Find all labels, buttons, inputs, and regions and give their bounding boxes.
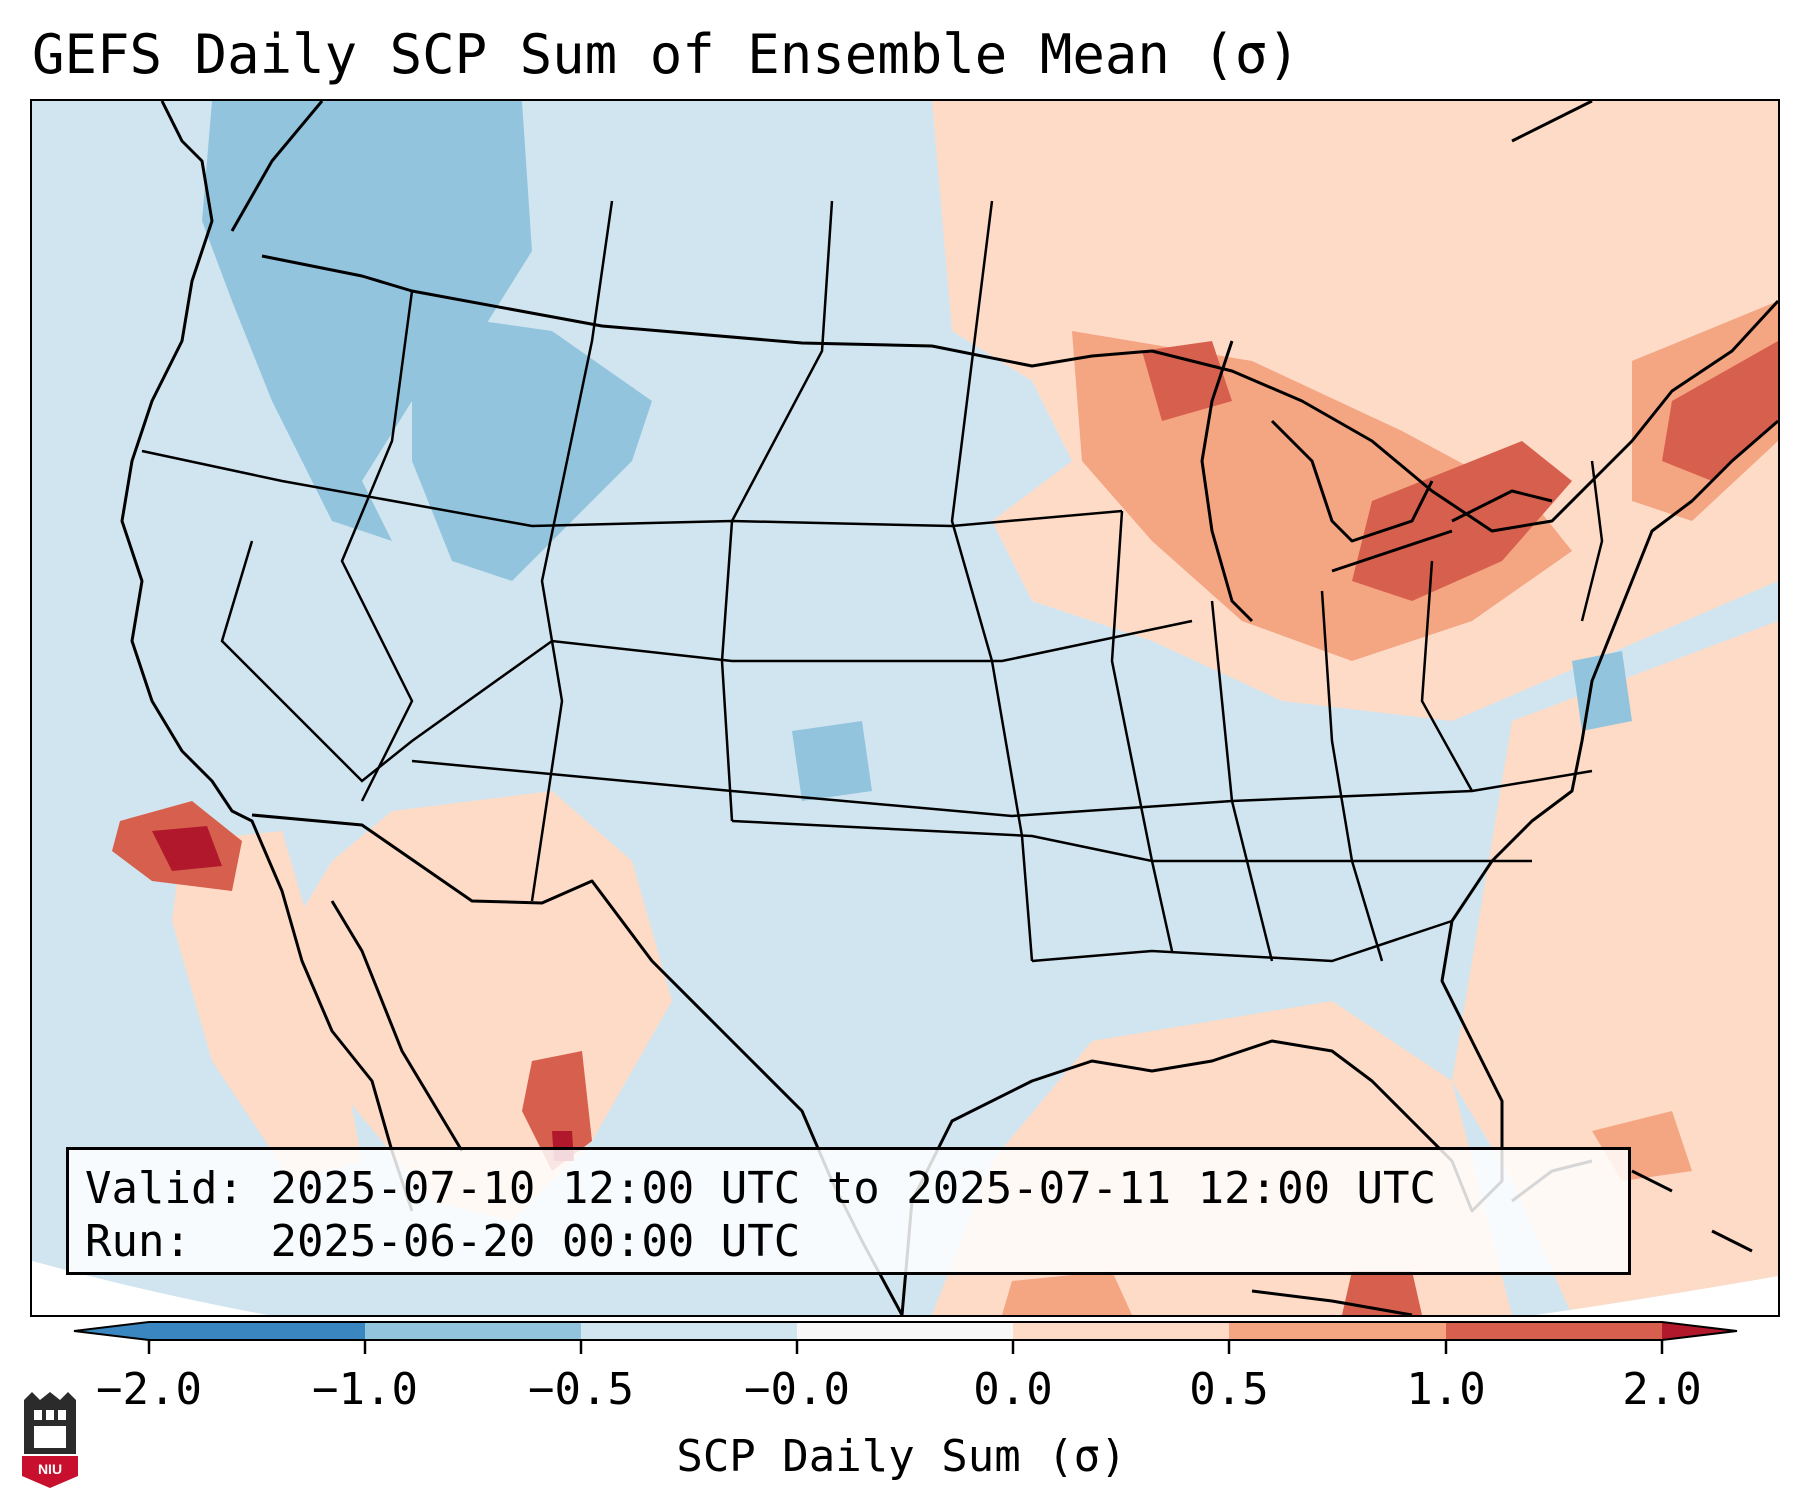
state-line-row-1 [141,449,1123,528]
cuba-coast [1251,1289,1413,1315]
state-line-col-8 [1420,560,1474,792]
state-line-col-1 [340,290,414,802]
state-line-row-2 [220,540,1193,783]
colorbar-tick-label: 0.5 [1189,1364,1269,1415]
upper-michigan-strong-region [1142,341,1232,421]
pacific-coastline [120,101,414,1212]
state-line-row-5 [1031,919,1453,963]
state-line-row-3 [411,759,1593,818]
map-title: GEFS Daily SCP Sum of Ensemble Mean (σ) [32,23,1300,86]
colorbar-segment [581,1322,797,1340]
colorbar-segments [74,1322,1737,1340]
run-time: 2025-06-20 00:00 UTC [270,1216,801,1267]
hudson-coast [1511,101,1593,143]
niu-logo: NIU [22,1392,78,1488]
valid-label: Valid: [85,1163,244,1214]
colorbar-segment [1446,1322,1662,1340]
state-lines-layer [141,200,1604,963]
off-globe-region [32,1261,268,1315]
state-line-col-7 [1320,590,1384,962]
logo-text: NIU [38,1461,62,1477]
colorbar-label: SCP Daily Sum (σ) [676,1431,1127,1482]
positive-anomaly-layer [112,101,1778,1315]
baja-coastline [330,900,464,1152]
california-coast-peak-region [152,826,222,871]
colorbar-tick-label: 2.0 [1622,1364,1702,1415]
lake-huron-coast [1270,419,1434,543]
colorbar-tick-marks [147,1340,1664,1354]
valid-run-info-box: Valid: 2025-07-10 12:00 UTC to 2025-07-1… [66,1147,1631,1275]
valid-time-range: 2025-07-10 12:00 UTC to 2025-07-11 12:00… [270,1163,1437,1214]
colorbar-segment [365,1322,581,1340]
puget-coast [230,101,324,232]
idaho-montana-negative-region [412,311,652,581]
pacific-northwest-negative-region [202,101,532,541]
colorbar-tick-label: −2.0 [96,1364,202,1415]
kansas-negative-region [792,721,872,801]
cuba-positive-region [1342,1271,1422,1315]
us-canada-border [261,254,1778,533]
negative-anomaly-layer [202,101,1632,801]
state-line-col-2 [530,200,614,902]
state-line-col-6 [1210,600,1274,962]
lake-ontario-strong-region [1352,441,1572,601]
state-line-col-4 [950,200,1034,962]
lake-ontario-coast [1451,489,1553,523]
state-line-col-3 [720,200,834,822]
colorbar-segment [797,1322,1013,1340]
colorbar-tick-label: 0.0 [973,1364,1053,1415]
logo-shield-base [22,1456,78,1488]
chesapeake-negative-region [1572,651,1632,731]
colorbar-extend-low [74,1322,149,1340]
atlantic-light-positive-region [1452,621,1778,1315]
state-line-col-9 [1580,460,1604,622]
colorbar-tick-label: −0.5 [528,1364,634,1415]
lake-michigan-coast [1200,340,1254,623]
colorbar-tick-label: 1.0 [1406,1364,1486,1415]
run-label: Run: [85,1216,191,1267]
colorbar-segment [149,1322,365,1340]
colorbar-tick-label: −1.0 [312,1364,418,1415]
gulf-atlantic-coastline [900,419,1778,1315]
colorbar [73,1321,1738,1354]
baja-light-positive-region [172,831,362,1181]
sonora-strong-region [522,1051,592,1171]
yucatan-positive-region [1002,1271,1132,1315]
lake-erie-coast [1331,529,1453,573]
colorbar-outline [73,1321,1738,1341]
colorbar-segment [1229,1322,1446,1340]
map-canvas [32,101,1778,1315]
map-panel[interactable] [30,99,1780,1317]
state-line-col-5 [1110,510,1174,952]
colorbar-segment [1013,1322,1229,1340]
colorbar-tick-label: −0.0 [744,1364,850,1415]
colorbar-extend-high [1662,1322,1737,1340]
